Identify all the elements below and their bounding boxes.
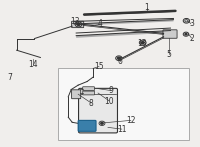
Circle shape [183, 19, 190, 23]
Text: 8: 8 [89, 99, 93, 108]
FancyBboxPatch shape [83, 87, 94, 91]
Circle shape [101, 122, 103, 124]
Text: 13: 13 [137, 39, 147, 48]
Text: 1: 1 [144, 3, 149, 12]
Circle shape [116, 56, 122, 61]
FancyBboxPatch shape [163, 30, 177, 38]
Text: 9: 9 [108, 86, 113, 95]
Circle shape [77, 23, 80, 25]
Polygon shape [76, 31, 171, 38]
Circle shape [99, 121, 105, 126]
Circle shape [183, 32, 189, 36]
Bar [58, 68, 189, 141]
FancyBboxPatch shape [78, 120, 96, 131]
Text: 7: 7 [7, 73, 12, 82]
Circle shape [141, 42, 144, 44]
Polygon shape [74, 20, 173, 26]
Text: 13: 13 [70, 17, 80, 26]
Circle shape [185, 20, 188, 22]
Text: 2: 2 [190, 34, 195, 43]
FancyBboxPatch shape [72, 21, 84, 28]
Text: 10: 10 [104, 97, 114, 106]
Text: 5: 5 [166, 50, 171, 59]
FancyBboxPatch shape [79, 88, 117, 133]
FancyBboxPatch shape [72, 90, 81, 99]
Text: 4: 4 [98, 20, 102, 29]
Text: 14: 14 [29, 60, 38, 69]
Text: 3: 3 [189, 20, 194, 29]
Text: 11: 11 [117, 125, 127, 134]
Circle shape [117, 57, 120, 59]
FancyBboxPatch shape [83, 91, 94, 95]
Text: 6: 6 [117, 57, 122, 66]
Text: 12: 12 [126, 116, 136, 125]
Text: 15: 15 [94, 62, 104, 71]
Circle shape [139, 40, 146, 45]
Circle shape [75, 22, 82, 27]
Circle shape [185, 34, 187, 35]
